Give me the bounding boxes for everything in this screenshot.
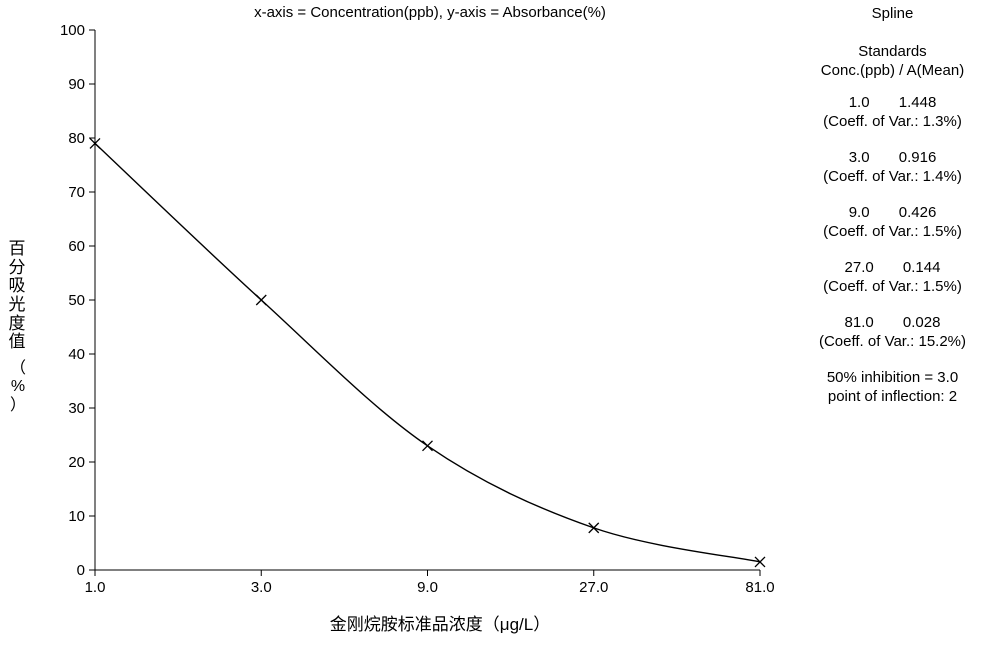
standard-amean: 0.144 — [903, 259, 941, 276]
y-tick-label: 20 — [68, 454, 85, 471]
standard-cv: (Coeff. of Var.: 1.3%) — [823, 113, 962, 130]
standard-cv: (Coeff. of Var.: 1.4%) — [823, 168, 962, 185]
root: x-axis = Concentration(ppb), y-axis = Ab… — [0, 0, 1000, 649]
standard-entry: 81.0 0.028 (Coeff. of Var.: 15.2%) — [785, 313, 1000, 352]
standard-cv: (Coeff. of Var.: 1.5%) — [823, 278, 962, 295]
standard-entry: 27.0 0.144 (Coeff. of Var.: 1.5%) — [785, 258, 1000, 297]
x-tick-label: 1.0 — [85, 579, 106, 596]
y-tick-label: 100 — [60, 22, 85, 39]
spline-title: Spline — [872, 5, 914, 22]
x-tick-label: 81.0 — [745, 579, 774, 596]
y-tick-label: 40 — [68, 346, 85, 363]
standard-cv: (Coeff. of Var.: 15.2%) — [819, 333, 966, 350]
right-panel: Spline Standards Conc.(ppb) / A(Mean) 1.… — [785, 0, 1000, 649]
inhibition-line: 50% inhibition = 3.0 — [827, 369, 958, 386]
y-tick-label: 90 — [68, 76, 85, 93]
x-tick-label: 27.0 — [579, 579, 608, 596]
standards-title: Standards — [858, 43, 926, 60]
standard-conc: 9.0 — [849, 204, 870, 221]
standard-amean: 0.916 — [899, 149, 937, 166]
standard-entry: 3.0 0.916 (Coeff. of Var.: 1.4%) — [785, 148, 1000, 187]
x-tick-label: 3.0 — [251, 579, 272, 596]
y-tick-label: 30 — [68, 400, 85, 417]
standards-list: 1.0 1.448 (Coeff. of Var.: 1.3%) 3.0 0.916… — [785, 93, 1000, 352]
y-tick-label: 50 — [68, 292, 85, 309]
y-tick-label: 60 — [68, 238, 85, 255]
x-tick-label: 9.0 — [417, 579, 438, 596]
standard-cv: (Coeff. of Var.: 1.5%) — [823, 223, 962, 240]
standard-amean: 0.028 — [903, 314, 941, 331]
inflection-line: point of inflection: 2 — [828, 388, 957, 405]
y-tick-label: 70 — [68, 184, 85, 201]
standard-entry: 9.0 0.426 (Coeff. of Var.: 1.5%) — [785, 203, 1000, 242]
standard-conc: 81.0 — [845, 314, 874, 331]
standard-amean: 1.448 — [899, 94, 937, 111]
standards-subtitle: Conc.(ppb) / A(Mean) — [821, 62, 964, 79]
y-tick-label: 0 — [77, 562, 85, 579]
standard-amean: 0.426 — [899, 204, 937, 221]
standard-entry: 1.0 1.448 (Coeff. of Var.: 1.3%) — [785, 93, 1000, 132]
standard-conc: 1.0 — [849, 94, 870, 111]
standard-conc: 27.0 — [845, 259, 874, 276]
y-tick-label: 10 — [68, 508, 85, 525]
y-tick-label: 80 — [68, 130, 85, 147]
standard-conc: 3.0 — [849, 149, 870, 166]
